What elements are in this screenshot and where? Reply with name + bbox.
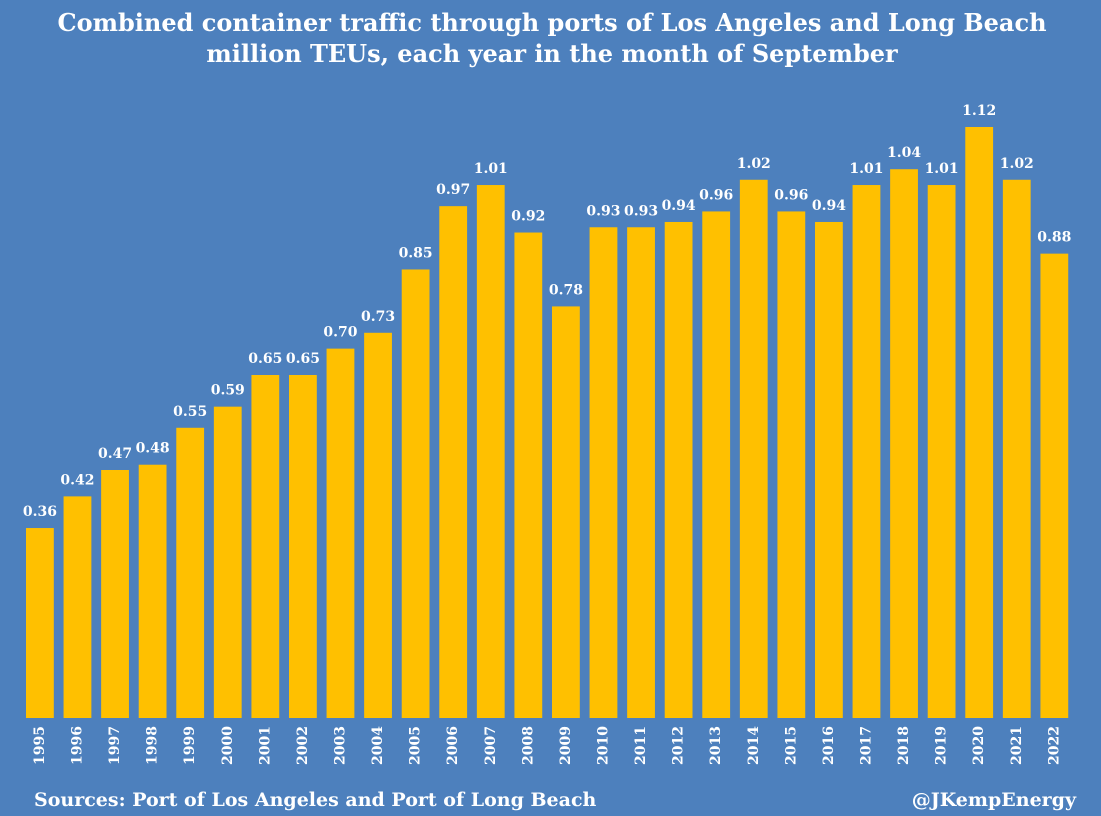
bar-2003: [326, 348, 355, 718]
x-tick-label-2009: 2009: [558, 726, 574, 765]
value-label-2020: 1.12: [962, 103, 996, 119]
value-label-2011: 0.93: [624, 203, 658, 219]
x-tick-label-2015: 2015: [783, 726, 799, 765]
bar-2010: [589, 227, 618, 718]
bar-2020: [965, 127, 994, 718]
chart-title: Combined container traffic through ports…: [57, 8, 1046, 37]
bar-2022: [1040, 253, 1069, 718]
value-label-2005: 0.85: [399, 245, 433, 261]
value-label-2002: 0.65: [286, 351, 320, 367]
bar-2006: [439, 206, 468, 718]
bar-2017: [852, 185, 881, 719]
value-label-2001: 0.65: [248, 351, 282, 367]
bar-1996: [63, 496, 92, 718]
source-note: Sources: Port of Los Angeles and Port of…: [34, 789, 597, 811]
x-tick-label-2003: 2003: [332, 726, 348, 765]
value-labels-group: 0.360.420.47 0.480.550.590.65 0.650.700.73…: [23, 103, 1072, 520]
x-tick-label-2018: 2018: [896, 726, 912, 765]
bar-2013: [702, 211, 731, 718]
x-tick-label-2010: 2010: [595, 726, 611, 765]
x-tick-label-2002: 2002: [295, 726, 311, 765]
x-tick-label-2000: 2000: [220, 726, 236, 765]
value-label-2009: 0.78: [549, 282, 583, 298]
bar-1995: [26, 528, 54, 718]
bar-2018: [890, 169, 918, 718]
value-label-2015: 0.96: [774, 187, 808, 203]
value-label-1997: 0.47: [98, 446, 132, 462]
value-label-1996: 0.42: [60, 472, 94, 488]
x-tick-label-1995: 1995: [32, 726, 48, 765]
bar-2015: [777, 211, 806, 718]
bar-2011: [627, 227, 655, 718]
author-credit: @JKempEnergy: [912, 789, 1077, 811]
bar-2009: [552, 306, 580, 718]
bar-2001: [251, 375, 280, 718]
x-tick-label-1997: 1997: [107, 726, 123, 765]
value-label-1995: 0.36: [23, 504, 57, 520]
value-label-2018: 1.04: [887, 145, 921, 161]
bar-1997: [101, 469, 129, 718]
value-label-2012: 0.94: [662, 198, 696, 214]
bar-2005: [401, 269, 430, 718]
value-label-2022: 0.88: [1037, 230, 1071, 246]
value-label-2010: 0.93: [586, 203, 620, 219]
chart-subtitle: million TEUs, each year in the month of …: [206, 39, 898, 68]
value-label-2013: 0.96: [699, 187, 733, 203]
x-tick-label-2001: 2001: [257, 726, 273, 765]
value-label-2019: 1.01: [925, 161, 959, 177]
bar-2014: [739, 179, 768, 718]
value-label-2004: 0.73: [361, 309, 395, 325]
x-tick-label-1998: 1998: [145, 726, 161, 765]
bars-group: [26, 127, 1069, 719]
value-label-2000: 0.59: [211, 383, 245, 399]
x-tick-label-2007: 2007: [483, 726, 499, 765]
x-tick-label-1999: 1999: [182, 726, 198, 765]
bar-2000: [213, 406, 242, 718]
bar-1999: [176, 427, 205, 718]
value-label-1998: 0.48: [136, 441, 170, 457]
x-tick-label-2016: 2016: [821, 726, 837, 765]
value-label-2003: 0.70: [323, 325, 357, 341]
bar-2002: [289, 375, 317, 718]
x-tick-label-2017: 2017: [858, 726, 874, 765]
value-label-2014: 1.02: [737, 156, 771, 172]
bar-2007: [476, 185, 505, 719]
x-tick-label-2013: 2013: [708, 726, 724, 765]
x-tick-label-2005: 2005: [408, 726, 424, 765]
bar-1998: [138, 464, 167, 718]
x-tick-label-2012: 2012: [671, 726, 687, 765]
x-tick-label-2011: 2011: [633, 726, 649, 765]
value-label-2021: 1.02: [1000, 156, 1034, 172]
x-tick-label-2019: 2019: [934, 726, 950, 765]
x-tick-label-1996: 1996: [69, 726, 85, 765]
bar-2021: [1002, 179, 1031, 718]
value-label-2016: 0.94: [812, 198, 846, 214]
value-label-2017: 1.01: [849, 161, 883, 177]
bar-2008: [514, 232, 543, 719]
value-label-2008: 0.92: [511, 209, 545, 225]
x-tick-label-2021: 2021: [1009, 726, 1025, 765]
x-tick-label-2006: 2006: [445, 726, 461, 765]
bar-2019: [927, 185, 956, 719]
value-label-2007: 1.01: [474, 161, 508, 177]
value-label-2006: 0.97: [436, 182, 470, 198]
x-tick-label-2014: 2014: [746, 726, 762, 765]
x-tick-label-2004: 2004: [370, 726, 386, 765]
bar-2004: [364, 332, 392, 718]
x-tick-label-2008: 2008: [520, 726, 536, 765]
bar-2016: [815, 221, 843, 719]
bar-2012: [664, 221, 693, 719]
x-tick-label-2022: 2022: [1046, 726, 1062, 765]
value-label-1999: 0.55: [173, 404, 207, 420]
x-tick-label-2020: 2020: [971, 726, 987, 765]
x-axis-labels-group: 1995 1996 1997 1998 1999 2000 2001 2002 2003 2004…: [32, 726, 1062, 765]
